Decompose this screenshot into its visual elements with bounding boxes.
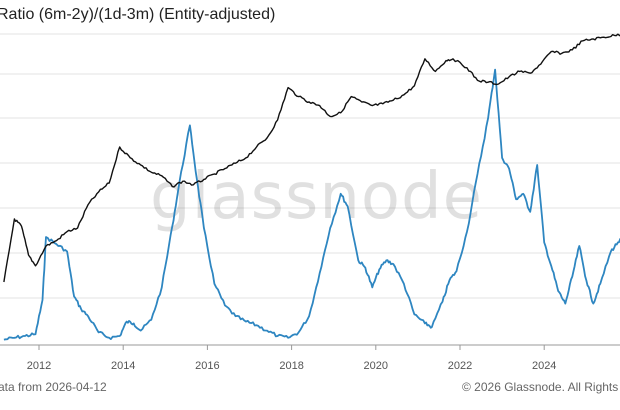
chart-title: Ratio (6m-2y)/(1d-3m) (Entity-adjusted) bbox=[0, 6, 276, 23]
series-line-0 bbox=[3, 68, 620, 341]
x-tick-label-2020: 2020 bbox=[364, 360, 388, 372]
copyright-note: © 2026 Glassnode. All Rights bbox=[462, 380, 619, 394]
series-line-1 bbox=[3, 33, 620, 283]
x-tick-label-2018: 2018 bbox=[279, 360, 303, 372]
series-layer bbox=[3, 33, 620, 341]
x-axis-ticks: 2012 2014 2016 2018 2020 2022 2024 bbox=[27, 345, 556, 372]
x-tick-label-2012: 2012 bbox=[27, 360, 51, 372]
watermark-logo: glassnode bbox=[150, 160, 483, 234]
x-tick-label-2024: 2024 bbox=[532, 360, 556, 372]
x-tick-label-2014: 2014 bbox=[111, 360, 135, 372]
grid-lines bbox=[0, 33, 620, 299]
x-tick-label-2022: 2022 bbox=[448, 360, 472, 372]
data-date-note: ata from 2026-04-12 bbox=[0, 380, 107, 394]
x-tick-label-2016: 2016 bbox=[195, 360, 219, 372]
